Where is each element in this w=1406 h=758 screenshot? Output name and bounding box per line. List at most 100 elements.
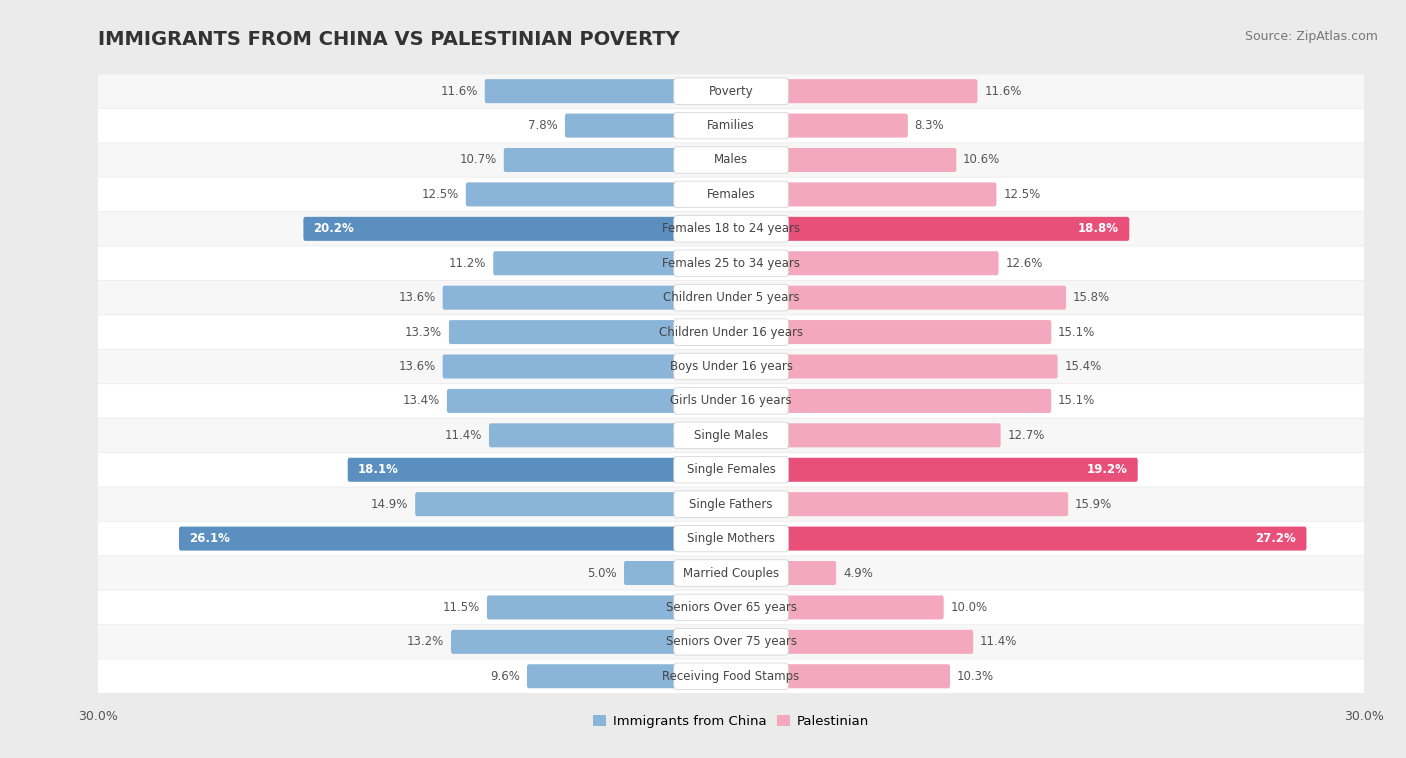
Text: Families: Families: [707, 119, 755, 132]
Text: 12.7%: 12.7%: [1007, 429, 1045, 442]
FancyBboxPatch shape: [673, 112, 789, 139]
Text: 11.5%: 11.5%: [443, 601, 479, 614]
Text: Single Females: Single Females: [686, 463, 776, 476]
Text: 15.1%: 15.1%: [1057, 394, 1095, 407]
FancyBboxPatch shape: [565, 114, 678, 138]
Text: Single Fathers: Single Fathers: [689, 498, 773, 511]
FancyBboxPatch shape: [449, 320, 678, 344]
Text: 10.7%: 10.7%: [460, 154, 498, 167]
Text: Females: Females: [707, 188, 755, 201]
Text: 13.3%: 13.3%: [405, 326, 441, 339]
Text: Females 25 to 34 years: Females 25 to 34 years: [662, 257, 800, 270]
FancyBboxPatch shape: [785, 596, 943, 619]
Text: 15.9%: 15.9%: [1074, 498, 1112, 511]
Text: 10.0%: 10.0%: [950, 601, 987, 614]
FancyBboxPatch shape: [785, 148, 956, 172]
FancyBboxPatch shape: [465, 183, 678, 206]
Text: 15.4%: 15.4%: [1064, 360, 1101, 373]
FancyBboxPatch shape: [97, 384, 1365, 418]
Text: Receiving Food Stamps: Receiving Food Stamps: [662, 670, 800, 683]
Text: 10.6%: 10.6%: [963, 154, 1000, 167]
Text: 13.6%: 13.6%: [399, 360, 436, 373]
Text: Seniors Over 65 years: Seniors Over 65 years: [665, 601, 797, 614]
FancyBboxPatch shape: [673, 284, 789, 311]
FancyBboxPatch shape: [97, 453, 1365, 487]
Text: Married Couples: Married Couples: [683, 566, 779, 580]
Text: 15.1%: 15.1%: [1057, 326, 1095, 339]
FancyBboxPatch shape: [785, 389, 1052, 413]
FancyBboxPatch shape: [785, 527, 1306, 550]
FancyBboxPatch shape: [673, 663, 789, 690]
Text: IMMIGRANTS FROM CHINA VS PALESTINIAN POVERTY: IMMIGRANTS FROM CHINA VS PALESTINIAN POV…: [98, 30, 681, 49]
Text: Single Males: Single Males: [695, 429, 768, 442]
FancyBboxPatch shape: [97, 522, 1365, 556]
FancyBboxPatch shape: [785, 251, 998, 275]
FancyBboxPatch shape: [489, 423, 678, 447]
FancyBboxPatch shape: [785, 561, 837, 585]
FancyBboxPatch shape: [785, 114, 908, 138]
FancyBboxPatch shape: [785, 320, 1052, 344]
FancyBboxPatch shape: [443, 286, 678, 310]
FancyBboxPatch shape: [443, 355, 678, 378]
Text: 15.8%: 15.8%: [1073, 291, 1109, 304]
FancyBboxPatch shape: [97, 487, 1365, 521]
FancyBboxPatch shape: [673, 559, 789, 586]
FancyBboxPatch shape: [673, 525, 789, 552]
Text: 10.3%: 10.3%: [956, 670, 994, 683]
Text: 7.8%: 7.8%: [529, 119, 558, 132]
FancyBboxPatch shape: [673, 387, 789, 414]
FancyBboxPatch shape: [673, 250, 789, 277]
Text: 18.1%: 18.1%: [357, 463, 399, 476]
FancyBboxPatch shape: [785, 458, 1137, 482]
FancyBboxPatch shape: [785, 286, 1066, 310]
FancyBboxPatch shape: [347, 458, 678, 482]
Text: 26.1%: 26.1%: [188, 532, 231, 545]
Text: Females 18 to 24 years: Females 18 to 24 years: [662, 222, 800, 235]
FancyBboxPatch shape: [785, 79, 977, 103]
Text: 8.3%: 8.3%: [914, 119, 945, 132]
Text: 19.2%: 19.2%: [1087, 463, 1128, 476]
Text: 11.4%: 11.4%: [980, 635, 1018, 648]
FancyBboxPatch shape: [624, 561, 678, 585]
Text: 13.6%: 13.6%: [399, 291, 436, 304]
Text: Single Mothers: Single Mothers: [688, 532, 775, 545]
Text: 18.8%: 18.8%: [1078, 222, 1119, 235]
Text: 20.2%: 20.2%: [314, 222, 354, 235]
FancyBboxPatch shape: [785, 217, 1129, 241]
Text: 9.6%: 9.6%: [491, 670, 520, 683]
Text: Girls Under 16 years: Girls Under 16 years: [671, 394, 792, 407]
FancyBboxPatch shape: [485, 79, 678, 103]
Text: Poverty: Poverty: [709, 85, 754, 98]
FancyBboxPatch shape: [503, 148, 678, 172]
Text: 13.2%: 13.2%: [408, 635, 444, 648]
FancyBboxPatch shape: [97, 625, 1365, 659]
Legend: Immigrants from China, Palestinian: Immigrants from China, Palestinian: [588, 709, 875, 733]
FancyBboxPatch shape: [673, 181, 789, 208]
FancyBboxPatch shape: [673, 319, 789, 346]
Text: 12.6%: 12.6%: [1005, 257, 1043, 270]
FancyBboxPatch shape: [673, 594, 789, 621]
Text: Children Under 16 years: Children Under 16 years: [659, 326, 803, 339]
FancyBboxPatch shape: [785, 492, 1069, 516]
Text: 14.9%: 14.9%: [371, 498, 408, 511]
FancyBboxPatch shape: [673, 215, 789, 242]
Text: 5.0%: 5.0%: [588, 566, 617, 580]
FancyBboxPatch shape: [97, 108, 1365, 143]
Text: 12.5%: 12.5%: [1002, 188, 1040, 201]
FancyBboxPatch shape: [97, 246, 1365, 280]
FancyBboxPatch shape: [97, 418, 1365, 453]
Text: Source: ZipAtlas.com: Source: ZipAtlas.com: [1244, 30, 1378, 43]
FancyBboxPatch shape: [785, 664, 950, 688]
FancyBboxPatch shape: [415, 492, 678, 516]
Text: Boys Under 16 years: Boys Under 16 years: [669, 360, 793, 373]
FancyBboxPatch shape: [486, 596, 678, 619]
FancyBboxPatch shape: [494, 251, 678, 275]
FancyBboxPatch shape: [785, 423, 1001, 447]
Text: Seniors Over 75 years: Seniors Over 75 years: [665, 635, 797, 648]
FancyBboxPatch shape: [97, 315, 1365, 349]
FancyBboxPatch shape: [179, 527, 678, 550]
Text: 27.2%: 27.2%: [1256, 532, 1296, 545]
FancyBboxPatch shape: [785, 355, 1057, 378]
FancyBboxPatch shape: [97, 74, 1365, 108]
FancyBboxPatch shape: [785, 630, 973, 654]
